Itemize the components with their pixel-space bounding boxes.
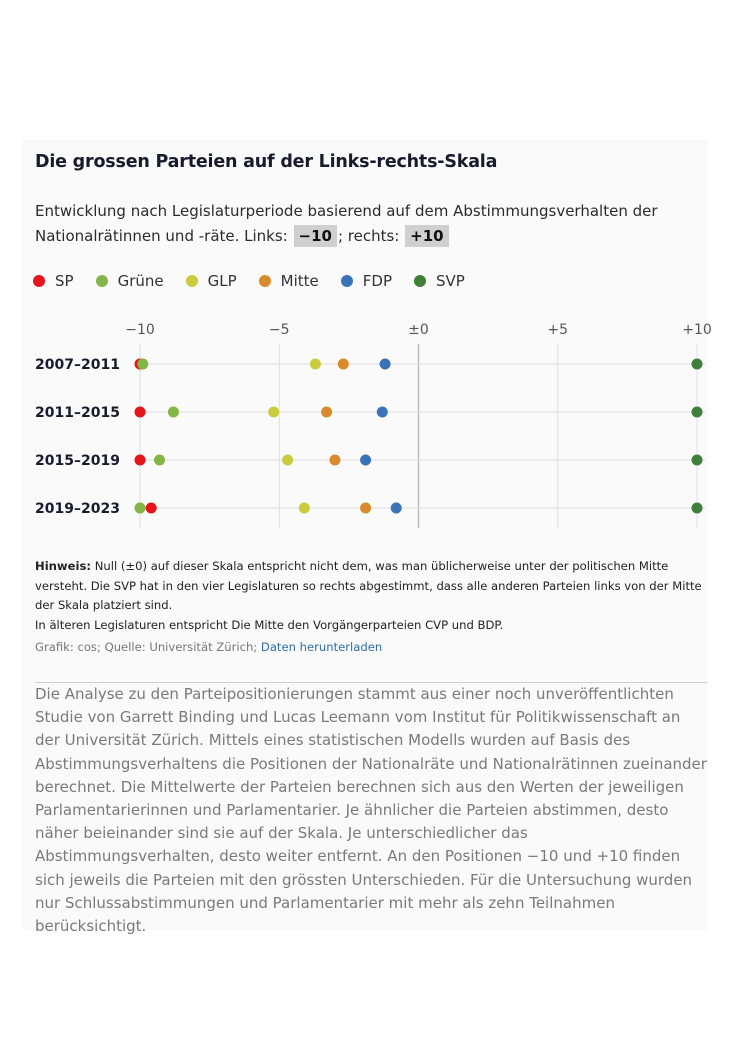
legend-dot-grüne [95, 275, 108, 287]
point-sp [145, 502, 157, 514]
legend-item-sp: SP [33, 272, 74, 290]
legend-item-grüne: Grüne [95, 272, 164, 290]
legend-label: SP [55, 272, 74, 290]
point-grüne [134, 502, 146, 514]
point-fdp [390, 502, 402, 514]
subtitle-text-middle: ; rechts: [337, 227, 405, 245]
chart-svg: −10 −5 ±0 +5 +10 2007–2011 2011–2015 2015–2019 2… [35, 322, 712, 528]
legend-label: Grüne [117, 272, 164, 290]
chart-subtitle: Entwicklung nach Legislaturperiode basie… [35, 199, 685, 249]
point-sp [134, 406, 146, 418]
point-svp [691, 454, 703, 466]
row-label: 2011–2015 [35, 405, 120, 421]
right-scale-label: +10 [405, 225, 449, 247]
legend-item-glp: GLP [185, 272, 237, 290]
note-text: Null (±0) auf dieser Skala entspricht ni… [35, 559, 702, 612]
legend-item-svp: SVP [414, 272, 465, 290]
point-mitte [329, 454, 341, 466]
point-grüne [137, 358, 149, 370]
point-svp [691, 406, 703, 418]
article-paragraph: Die Analyse zu den Parteipositionierunge… [35, 685, 707, 936]
legend-dot-sp [33, 275, 45, 287]
point-svp [691, 502, 703, 514]
x-tick-label: −10 [125, 322, 155, 338]
chart-legend: SP Grüne GLP Mitte FDP SVP [33, 272, 487, 290]
legend-label: FDP [362, 272, 392, 290]
chart-title: Die grossen Parteien auf der Links-recht… [35, 152, 498, 172]
point-fdp [360, 454, 372, 466]
download-data-link[interactable]: Daten herunterladen [260, 640, 383, 654]
point-grüne [153, 454, 165, 466]
point-sp [134, 454, 146, 466]
x-tick-label: ±0 [408, 322, 429, 338]
left-scale-label: −10 [293, 225, 337, 247]
note-text-2: In älteren Legislaturen entspricht Die M… [35, 617, 504, 632]
subtitle-text-before: Entwicklung nach Legislaturperiode basie… [35, 202, 658, 245]
point-fdp [379, 358, 391, 370]
point-fdp [376, 406, 388, 418]
legend-label: SVP [436, 272, 465, 290]
x-tick-label: −5 [269, 322, 290, 338]
legend-dot-glp [185, 275, 198, 287]
point-mitte [360, 502, 372, 514]
source-text: Grafik: cos; Quelle: Universität Zürich; [35, 640, 261, 654]
divider [35, 682, 707, 683]
point-glp [282, 454, 294, 466]
legend-dot-fdp [340, 275, 353, 287]
point-glp [268, 406, 280, 418]
point-grüne [167, 406, 179, 418]
page-margin [0, 140, 22, 930]
row-label: 2015–2019 [35, 453, 120, 469]
row-label: 2007–2011 [35, 357, 120, 373]
legend-dot-svp [414, 275, 426, 287]
point-svp [691, 358, 703, 370]
note-label: Hinweis: [35, 559, 92, 573]
legend-item-mitte: Mitte [258, 272, 319, 290]
point-glp [298, 502, 310, 514]
x-tick-label: +5 [547, 322, 568, 338]
chart-note: Hinweis: Null (±0) auf dieser Skala ents… [35, 557, 705, 635]
point-glp [309, 358, 321, 370]
chart-source: Grafik: cos; Quelle: Universität Zürich;… [35, 640, 382, 654]
legend-label: GLP [207, 272, 237, 290]
legend-label: Mitte [280, 272, 319, 290]
chart-card [22, 140, 708, 930]
point-mitte [321, 406, 333, 418]
x-tick-label: +10 [682, 322, 712, 338]
legend-item-fdp: FDP [340, 272, 392, 290]
row-label: 2019–2023 [35, 501, 120, 517]
point-mitte [337, 358, 349, 370]
legend-dot-mitte [258, 275, 271, 287]
